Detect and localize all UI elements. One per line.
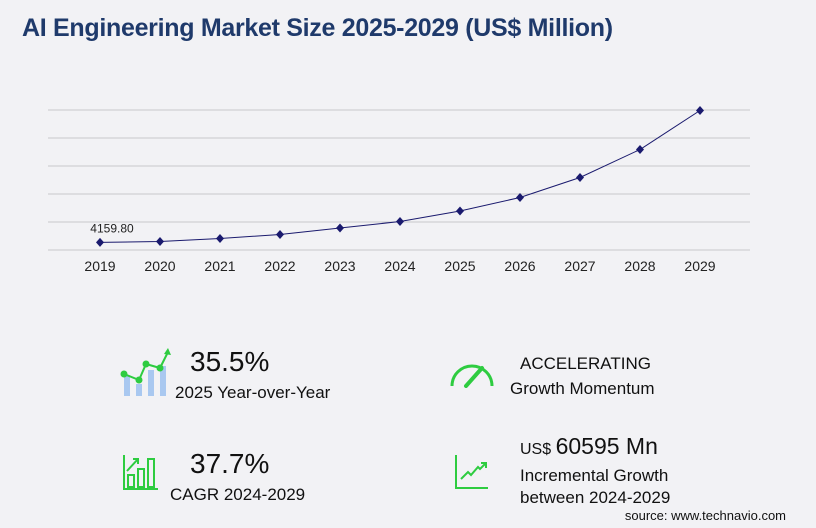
speedometer-icon xyxy=(450,364,494,388)
x-tick-label: 2019 xyxy=(84,258,115,274)
x-tick-label: 2027 xyxy=(564,258,595,274)
x-tick-label: 2029 xyxy=(684,258,715,274)
data-point xyxy=(456,206,464,216)
data-point xyxy=(96,237,104,247)
incremental-amount: 60595 Mn xyxy=(555,433,658,459)
data-point xyxy=(216,233,224,243)
data-point xyxy=(516,192,524,202)
x-tick-label: 2022 xyxy=(264,258,295,274)
x-tick-label: 2028 xyxy=(624,258,655,274)
line-chart: 2019 2020 2021 2022 2023 2024 2025 2026 2027 2028… xyxy=(48,105,750,274)
source-note: source: www.technavio.com xyxy=(624,508,786,523)
currency-prefix: US$ xyxy=(520,441,552,458)
data-point xyxy=(396,217,404,227)
growth-chart-icon xyxy=(120,348,171,396)
data-point xyxy=(576,172,584,182)
momentum-value: ACCELERATING xyxy=(520,354,651,373)
x-tick-label: 2024 xyxy=(384,258,415,274)
x-tick-label: 2023 xyxy=(324,258,355,274)
yoy-value: 35.5% xyxy=(190,346,270,377)
data-label: 4159.80 xyxy=(90,221,134,235)
data-point xyxy=(336,223,344,233)
incremental-label-2: between 2024-2029 xyxy=(520,488,671,507)
data-point xyxy=(696,105,704,115)
incremental-value: US$ 60595 Mn xyxy=(520,433,658,460)
cagr-label: CAGR 2024-2029 xyxy=(170,485,306,504)
cagr-value: 37.7% xyxy=(190,448,270,479)
data-point xyxy=(156,237,164,247)
chart-title: AI Engineering Market Size 2025-2029 (US… xyxy=(22,14,613,42)
data-point xyxy=(636,145,644,155)
bar-chart-icon xyxy=(123,455,158,490)
x-tick-label: 2020 xyxy=(144,258,175,274)
data-point xyxy=(276,230,284,240)
x-tick-label: 2025 xyxy=(444,258,475,274)
momentum-label: Growth Momentum xyxy=(510,379,655,398)
x-tick-label: 2026 xyxy=(504,258,535,274)
incremental-label-1: Incremental Growth xyxy=(520,466,669,485)
yoy-label: 2025 Year-over-Year xyxy=(175,383,331,402)
trend-up-icon xyxy=(455,455,488,489)
x-tick-label: 2021 xyxy=(204,258,235,274)
